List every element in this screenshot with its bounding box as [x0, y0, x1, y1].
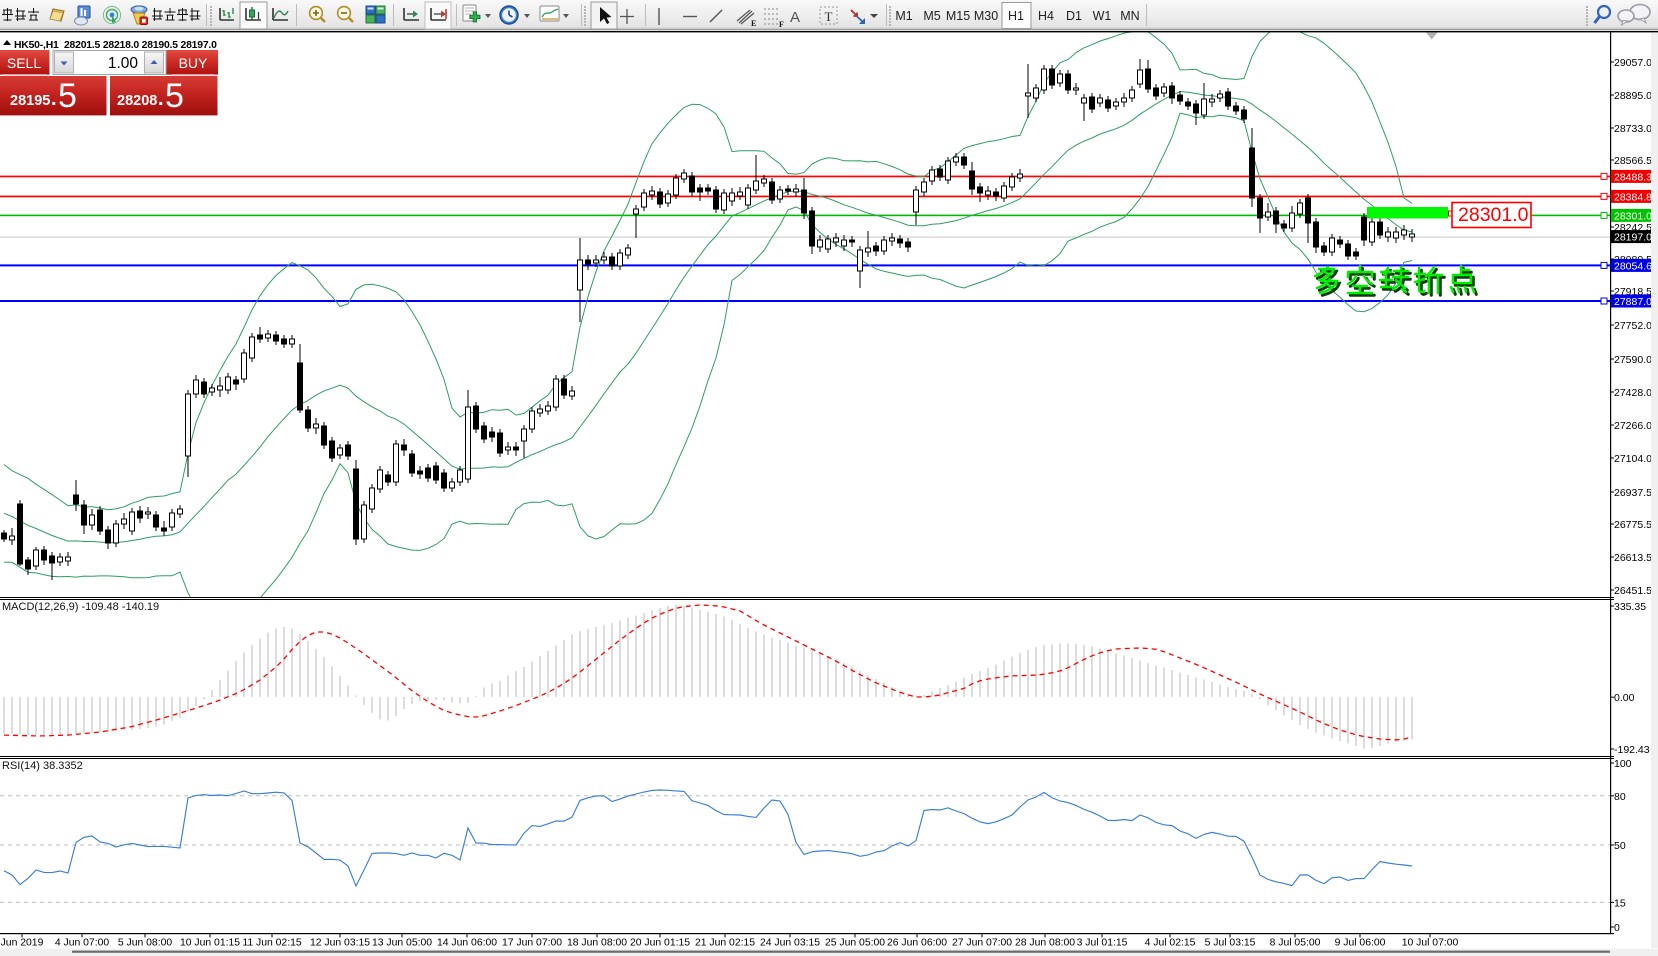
svg-text:28488.3: 28488.3	[1614, 171, 1652, 183]
svg-text:5 Jun 08:00: 5 Jun 08:00	[118, 938, 173, 949]
svg-text:12 Jun 03:15: 12 Jun 03:15	[310, 938, 370, 949]
svg-text:M5: M5	[923, 9, 940, 23]
svg-text:18 Jun 08:00: 18 Jun 08:00	[567, 938, 627, 949]
svg-text:RSI(14) 38.3352: RSI(14) 38.3352	[2, 760, 83, 772]
svg-text:4 Jun 07:00: 4 Jun 07:00	[55, 938, 110, 949]
svg-text:28208: 28208	[117, 93, 157, 109]
svg-text:W1: W1	[1093, 9, 1112, 23]
svg-text:28197.0: 28197.0	[1614, 232, 1652, 244]
svg-text:28195: 28195	[10, 93, 50, 109]
svg-text:27104.0: 27104.0	[1614, 453, 1652, 465]
svg-text:21 Jun 02:15: 21 Jun 02:15	[695, 938, 755, 949]
svg-text:28384.8: 28384.8	[1614, 191, 1652, 203]
svg-text:25 Jun 05:00: 25 Jun 05:00	[825, 938, 885, 949]
svg-text:11 Jun 02:15: 11 Jun 02:15	[242, 938, 302, 949]
svg-text:H1: H1	[1008, 9, 1024, 23]
svg-text:10 Jul 07:00: 10 Jul 07:00	[1402, 938, 1459, 949]
svg-text:0.00: 0.00	[1614, 692, 1635, 704]
svg-text:MACD(12,26,9) -109.48 -140.19: MACD(12,26,9) -109.48 -140.19	[2, 601, 159, 613]
svg-text:F: F	[779, 20, 784, 29]
svg-text:26451.5: 26451.5	[1614, 585, 1652, 597]
svg-text:27887.0: 27887.0	[1614, 296, 1652, 308]
svg-text:-192.43: -192.43	[1614, 744, 1650, 756]
svg-text:T: T	[825, 9, 833, 24]
svg-text:26937.5: 26937.5	[1614, 487, 1652, 499]
svg-text:4 Jul 02:15: 4 Jul 02:15	[1145, 938, 1196, 949]
svg-text:SELL: SELL	[7, 55, 41, 71]
svg-text:10 Jun 01:15: 10 Jun 01:15	[180, 938, 240, 949]
svg-text:29057.0: 29057.0	[1614, 57, 1652, 69]
svg-text:HK50-,H1 28201.5 28218.0 2819: HK50-,H1 28201.5 28218.0 28190.5 28197.0	[14, 40, 217, 51]
svg-text:H4: H4	[1038, 9, 1054, 23]
svg-text:26613.5: 26613.5	[1614, 552, 1652, 564]
svg-text:9 Jul 06:00: 9 Jul 06:00	[1335, 938, 1386, 949]
svg-text:.: .	[51, 88, 57, 110]
svg-text:28895.0: 28895.0	[1614, 90, 1652, 102]
svg-text:20 Jun 01:15: 20 Jun 01:15	[630, 938, 690, 949]
svg-text:.: .	[158, 88, 164, 110]
svg-text:27590.0: 27590.0	[1614, 354, 1652, 366]
svg-text:28 Jun 08:00: 28 Jun 08:00	[1015, 938, 1075, 949]
svg-text:E: E	[751, 19, 756, 28]
svg-text:5: 5	[58, 77, 77, 115]
svg-text:28566.5: 28566.5	[1614, 155, 1652, 167]
svg-text:5: 5	[165, 77, 184, 115]
svg-text:28301.0: 28301.0	[1614, 210, 1652, 222]
svg-text:MN: MN	[1120, 9, 1139, 23]
svg-text:28733.0: 28733.0	[1614, 123, 1652, 135]
svg-text:335.35: 335.35	[1614, 601, 1646, 613]
svg-text:80: 80	[1614, 791, 1626, 803]
svg-text:8 Jul 05:00: 8 Jul 05:00	[1270, 938, 1321, 949]
svg-text:28301.0: 28301.0	[1458, 204, 1529, 226]
svg-text:5 Jul 03:15: 5 Jul 03:15	[1205, 938, 1256, 949]
svg-text:26 Jun 06:00: 26 Jun 06:00	[887, 938, 947, 949]
svg-text:100: 100	[1614, 758, 1632, 770]
svg-text:27 Jun 07:00: 27 Jun 07:00	[952, 938, 1012, 949]
svg-text:D1: D1	[1066, 9, 1082, 23]
svg-text:M30: M30	[974, 9, 998, 23]
svg-text:28054.6: 28054.6	[1614, 260, 1652, 272]
svg-text:50: 50	[1614, 840, 1626, 852]
svg-text:27428.0: 27428.0	[1614, 387, 1652, 399]
svg-text:3 Jul 01:15: 3 Jul 01:15	[1077, 938, 1128, 949]
svg-text:26775.5: 26775.5	[1614, 519, 1652, 531]
svg-text:13 Jun 05:00: 13 Jun 05:00	[372, 938, 432, 949]
svg-text:15: 15	[1614, 897, 1626, 909]
svg-text:14 Jun 06:00: 14 Jun 06:00	[437, 938, 497, 949]
svg-text:A: A	[790, 9, 800, 26]
svg-text:27752.0: 27752.0	[1614, 320, 1652, 332]
svg-text:17 Jun 07:00: 17 Jun 07:00	[502, 938, 562, 949]
svg-text:M1: M1	[895, 9, 912, 23]
svg-text:1.00: 1.00	[108, 55, 139, 72]
svg-text:Jun 2019: Jun 2019	[1, 938, 44, 949]
svg-text:27266.0: 27266.0	[1614, 420, 1652, 432]
svg-text:BUY: BUY	[179, 55, 208, 71]
svg-text:0: 0	[1614, 922, 1620, 934]
svg-text:M15: M15	[946, 9, 970, 23]
svg-text:24 Jun 03:15: 24 Jun 03:15	[760, 938, 820, 949]
